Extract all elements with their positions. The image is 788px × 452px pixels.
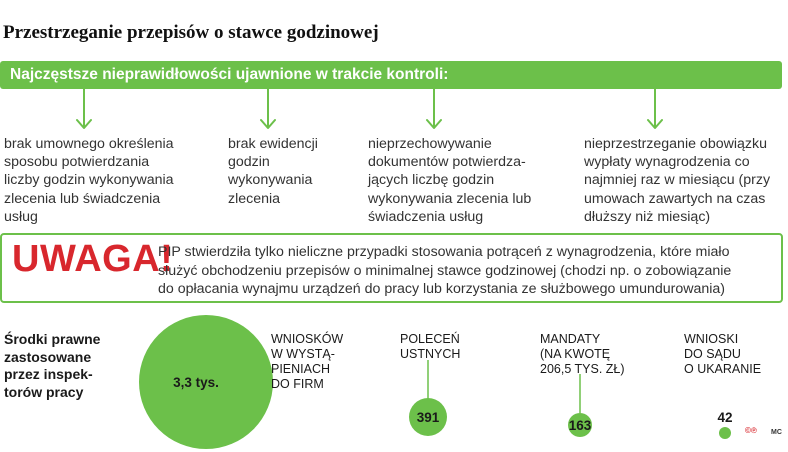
legal-measures-heading: Środki prawne zastosowane przez inspek- … bbox=[4, 331, 100, 401]
label-line: PIENIACH bbox=[271, 362, 331, 376]
issue-line: brak ewidencji bbox=[228, 136, 318, 152]
issue-line: zlecenia lub świadczenia bbox=[4, 190, 161, 207]
bubble-value: 163 bbox=[569, 418, 592, 433]
issue-line: usług bbox=[4, 208, 38, 225]
arrow-down-icon bbox=[76, 89, 92, 129]
warning-line: PIP stwierdziła tylko nieliczne przypadk… bbox=[158, 244, 730, 260]
label-line: USTNYCH bbox=[400, 347, 461, 361]
issue-line: nieprzestrzeganie obowiązku bbox=[584, 136, 767, 152]
label-line: O UKARANIE bbox=[684, 362, 762, 376]
issue-line: nieprzechowywanie bbox=[368, 136, 492, 152]
warning-label: UWAGA! bbox=[12, 238, 174, 280]
issue-line: dokumentów potwierdza- bbox=[368, 154, 526, 171]
bubble-wnioski-do-sadu bbox=[719, 427, 731, 439]
heading-line: zastosowane bbox=[4, 348, 92, 365]
author-initials: MC bbox=[771, 429, 782, 436]
issue-item: nieprzechowywanie dokumentów potwierdza-… bbox=[368, 135, 531, 226]
issue-item: nieprzestrzeganie obowiązku wypłaty wyna… bbox=[584, 135, 770, 226]
heading-line: Środki prawne bbox=[4, 331, 101, 347]
warning-box: UWAGA! PIP stwierdziła tylko nieliczne p… bbox=[0, 233, 783, 303]
label-line: WNIOSKI bbox=[684, 332, 739, 346]
label-line: WNIOSKÓW bbox=[271, 332, 344, 346]
label-line: MANDATY bbox=[540, 332, 601, 346]
issue-line: świadczenia usług bbox=[368, 208, 484, 225]
measure-label: POLECEŃ USTNYCH bbox=[400, 332, 460, 362]
bubble-value: 42 bbox=[717, 410, 732, 425]
measure-label: WNIOSKI DO SĄDU O UKARANIE bbox=[684, 332, 761, 377]
warning-text: PIP stwierdziła tylko nieliczne przypadk… bbox=[158, 243, 778, 299]
issue-line: jących liczbę godzin bbox=[368, 172, 495, 189]
label-line: (NA KWOTĘ bbox=[540, 347, 611, 361]
bubble-wnioski-do-firm bbox=[139, 315, 273, 449]
issue-line: zlecenia bbox=[228, 190, 281, 207]
issue-line: sposobu potwierdzania bbox=[4, 154, 150, 171]
measure-label: WNIOSKÓW W WYSTĄ- PIENIACH DO FIRM bbox=[271, 332, 343, 392]
issue-line: brak umownego określenia bbox=[4, 136, 174, 152]
issue-item: brak ewidencji godzin wykonywania zlecen… bbox=[228, 135, 318, 208]
label-line: W WYSTĄ- bbox=[271, 347, 335, 361]
issue-line: wykonywania bbox=[228, 172, 313, 189]
heading-line: torów pracy bbox=[4, 383, 84, 400]
page-title: Przestrzeganie przepisów o stawce godzin… bbox=[3, 22, 379, 43]
bubble-value: 391 bbox=[417, 410, 440, 425]
arrow-down-icon bbox=[426, 89, 442, 129]
warning-line: do opłacania wynajmu urządzeń do pracy l… bbox=[158, 281, 726, 297]
copyright-icon: ©℗ bbox=[745, 426, 757, 435]
arrow-down-icon bbox=[647, 89, 663, 129]
measure-label: MANDATY (NA KWOTĘ 206,5 TYS. ZŁ) bbox=[540, 332, 625, 377]
issue-line: dłuższy niż miesiąc) bbox=[584, 208, 711, 225]
issue-line: umowach zawartych na czas bbox=[584, 190, 766, 207]
warning-line: służyć obchodzeniu przepisów o minimalne… bbox=[158, 262, 732, 279]
label-line: DO FIRM bbox=[271, 377, 324, 391]
bubble-value: 3,3 tys. bbox=[173, 375, 219, 390]
label-line: 206,5 TYS. ZŁ) bbox=[540, 362, 625, 376]
issue-line: wykonywania zlecenia lub bbox=[368, 190, 532, 207]
arrow-connectors bbox=[76, 89, 663, 129]
issue-line: wypłaty wynagrodzenia co bbox=[584, 154, 750, 171]
bubble-mandaty bbox=[568, 413, 592, 437]
issue-line: najmniej raz w miesiącu (przy bbox=[584, 172, 771, 189]
findings-banner-text: Najczęstsze nieprawidłowości ujawnione w… bbox=[10, 66, 449, 83]
findings-banner: Najczęstsze nieprawidłowości ujawnione w… bbox=[0, 61, 782, 89]
label-line: POLECEŃ bbox=[400, 332, 460, 346]
arrow-down-icon bbox=[260, 89, 276, 129]
issue-line: godzin bbox=[228, 154, 270, 171]
measures-bubbles: 3,3 tys. 391 163 42 bbox=[139, 315, 733, 449]
heading-line: przez inspek- bbox=[4, 366, 93, 382]
issue-item: brak umownego określenia sposobu potwier… bbox=[4, 135, 174, 226]
label-line: DO SĄDU bbox=[684, 347, 741, 361]
issue-line: liczby godzin wykonywania bbox=[4, 172, 174, 189]
bubble-polecenia bbox=[409, 398, 447, 436]
